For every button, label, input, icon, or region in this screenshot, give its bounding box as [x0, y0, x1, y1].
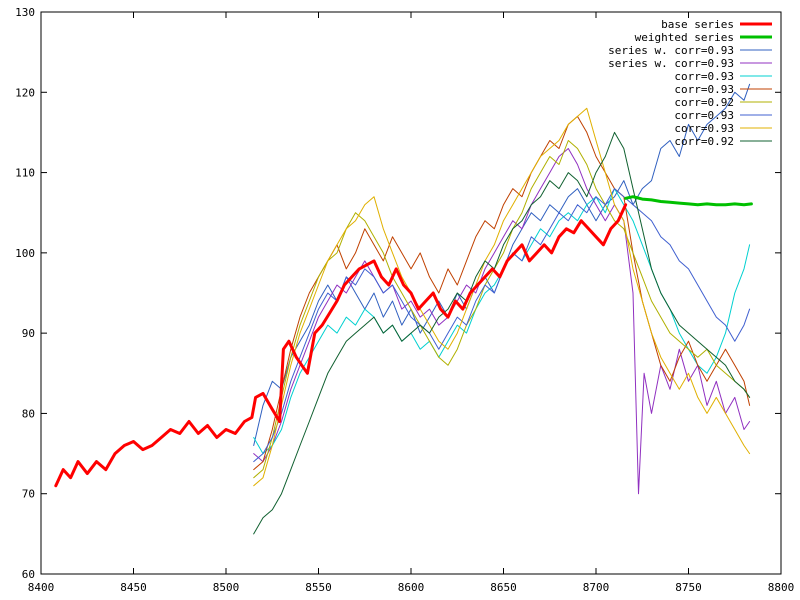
series-line-4 — [253, 148, 751, 495]
y-tick-label: 80 — [22, 407, 35, 420]
x-tick-label: 8450 — [120, 581, 147, 594]
legend-label-4: series w. corr=0.93 — [608, 57, 734, 70]
y-tick-label: 110 — [15, 167, 35, 180]
x-tick-label: 8650 — [490, 581, 517, 594]
series-line-10 — [253, 131, 751, 535]
legend-label-6: corr=0.93 — [674, 83, 734, 96]
y-tick-label: 100 — [15, 247, 35, 260]
series-lines — [54, 83, 753, 535]
legend-label-7: corr=0.92 — [674, 96, 734, 109]
x-tick-label: 8500 — [213, 581, 240, 594]
y-tick-label: 90 — [22, 327, 35, 340]
series-line-7 — [253, 140, 751, 479]
x-tick-label: 8400 — [28, 581, 55, 594]
legend-label-1: base series — [661, 18, 734, 31]
legend-label-9: corr=0.93 — [674, 122, 734, 135]
y-tick-label: 70 — [22, 488, 35, 501]
x-tick-label: 8700 — [583, 581, 610, 594]
legend-label-8: corr=0.93 — [674, 109, 734, 122]
series-line-9 — [253, 107, 751, 487]
y-tick-label: 60 — [22, 568, 35, 581]
series-line-1 — [54, 203, 628, 488]
series-line-2 — [624, 195, 753, 207]
y-tick-label: 130 — [15, 6, 35, 19]
y-tick-label: 120 — [15, 86, 35, 99]
x-tick-label: 8750 — [675, 581, 702, 594]
legend-label-10: corr=0.92 — [674, 135, 734, 148]
legend-label-2: weighted series — [635, 31, 734, 44]
legend-label-3: series w. corr=0.93 — [608, 44, 734, 57]
x-tick-label: 8550 — [305, 581, 332, 594]
x-tick-label: 8800 — [768, 581, 795, 594]
legend-label-5: corr=0.93 — [674, 70, 734, 83]
axis-ticks: 8400 8450 8500 8550 8600 8650 8700 8750 8800 60 70… — [15, 6, 794, 594]
x-tick-label: 8600 — [398, 581, 425, 594]
